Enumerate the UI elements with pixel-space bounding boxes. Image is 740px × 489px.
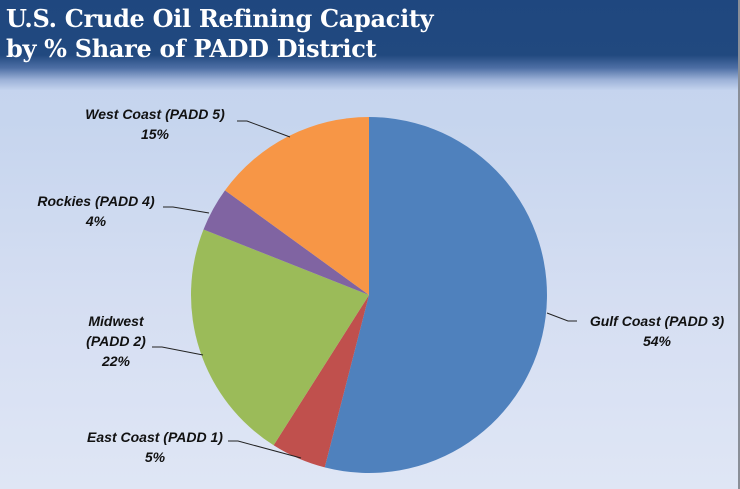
title-banner: U.S. Crude Oil Refining Capacity by % Sh… bbox=[0, 0, 740, 90]
leader-lines bbox=[152, 120, 577, 459]
label-east-coast-name: East Coast (PADD 1) bbox=[87, 429, 223, 445]
label-midwest-pct: 22% bbox=[101, 353, 131, 369]
label-east-coast: East Coast (PADD 1) 5% bbox=[70, 427, 240, 467]
leader-line-midwest bbox=[152, 346, 204, 356]
pie-slice-rockies bbox=[203, 190, 369, 295]
pie-slice-east-coast bbox=[273, 295, 369, 468]
label-gulf-coast-name: Gulf Coast (PADD 3) bbox=[589, 313, 725, 329]
title-line-1: U.S. Crude Oil Refining Capacity bbox=[6, 4, 434, 33]
label-east-coast-pct: 5% bbox=[144, 449, 166, 465]
label-west-coast: West Coast (PADD 5) 15% bbox=[70, 104, 240, 144]
pie-slice-midwest bbox=[190, 229, 369, 446]
leader-line-west bbox=[237, 120, 291, 138]
label-rockies: Rockies (PADD 4) 4% bbox=[26, 191, 166, 231]
chart-title: U.S. Crude Oil Refining Capacity by % Sh… bbox=[6, 4, 434, 64]
leader-line-gulf bbox=[546, 312, 577, 322]
label-west-coast-name: West Coast (PADD 5) bbox=[85, 106, 225, 122]
pie-slice-west-coast bbox=[224, 117, 369, 295]
label-gulf-coast: Gulf Coast (PADD 3) 54% bbox=[572, 311, 740, 351]
leader-line-rockies bbox=[163, 206, 210, 214]
label-west-coast-pct: 15% bbox=[140, 126, 170, 142]
label-midwest: Midwest (PADD 2) 22% bbox=[66, 311, 166, 371]
pie-slice-gulf-coast bbox=[324, 117, 547, 474]
label-rockies-pct: 4% bbox=[85, 213, 107, 229]
label-midwest-name-1: Midwest bbox=[88, 313, 144, 329]
leader-line-east bbox=[228, 440, 302, 459]
frame-edge bbox=[738, 0, 740, 489]
label-gulf-coast-pct: 54% bbox=[642, 333, 672, 349]
label-midwest-name-2: (PADD 2) bbox=[86, 333, 146, 349]
label-rockies-name: Rockies (PADD 4) bbox=[37, 193, 155, 209]
title-line-2: by % Share of PADD District bbox=[6, 34, 377, 63]
